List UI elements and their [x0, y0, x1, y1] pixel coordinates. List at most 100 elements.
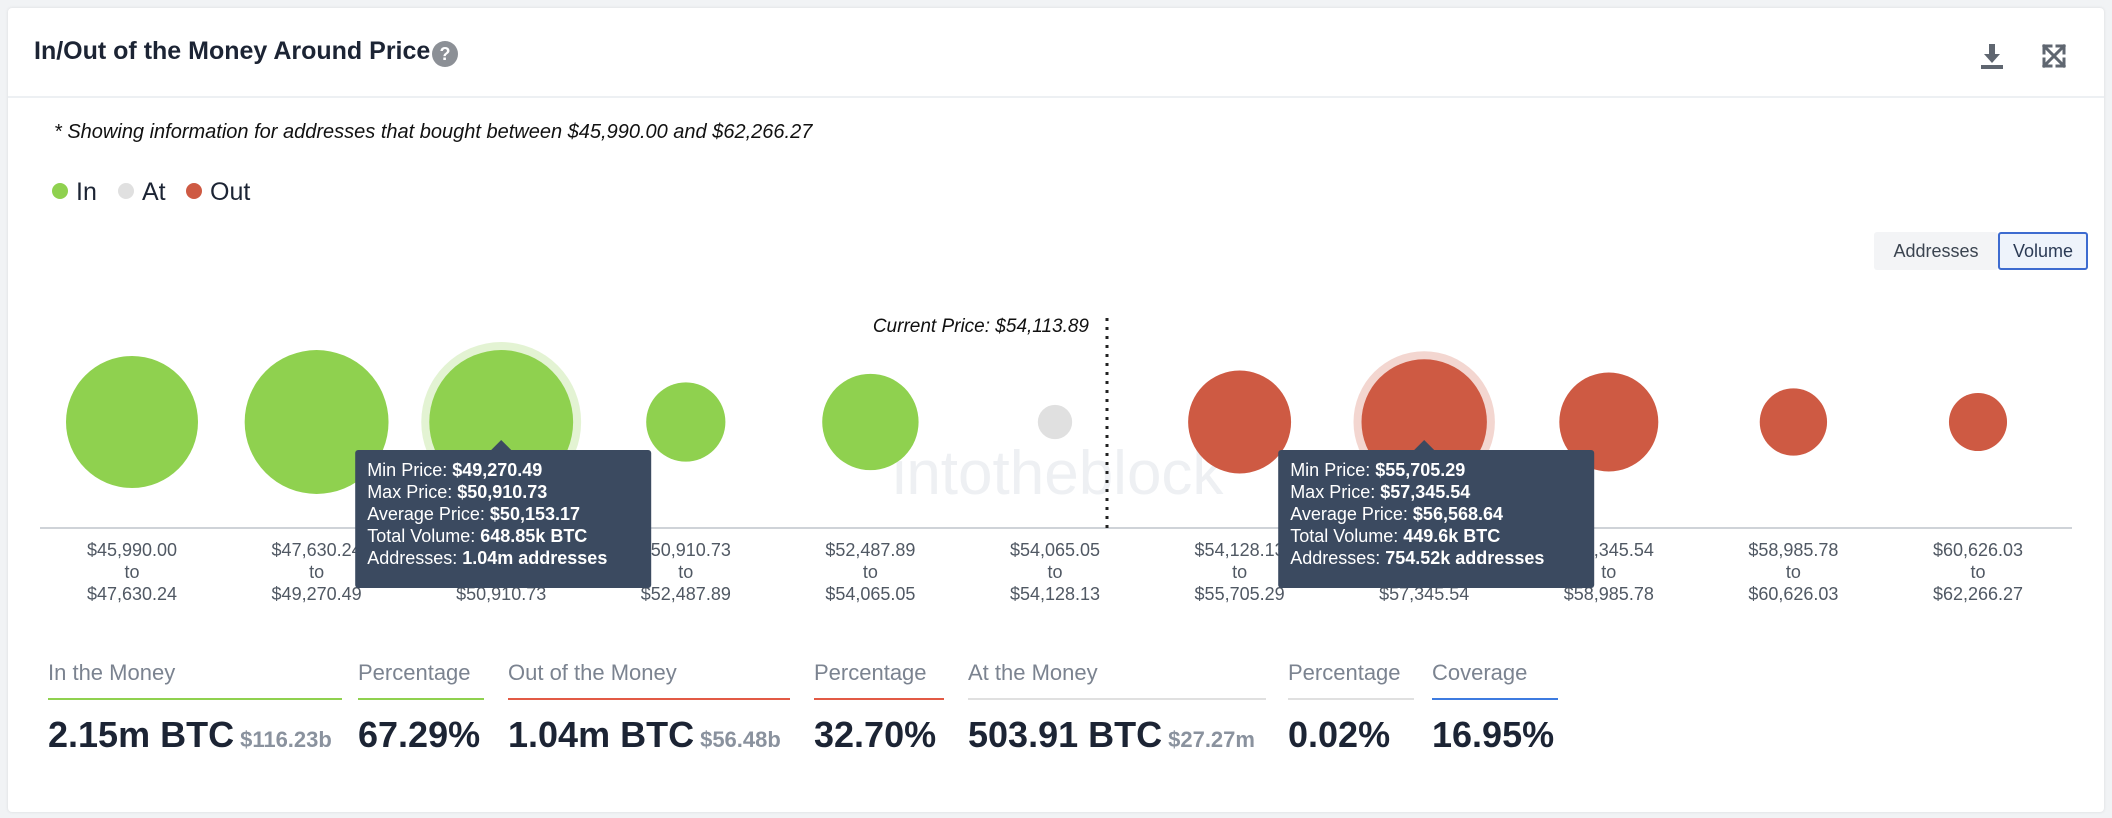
tooltip-row: Max Price: $50,910.73: [367, 482, 547, 502]
legend-item-at[interactable]: At: [118, 178, 166, 207]
tooltip-box: [1278, 450, 1595, 588]
tick-label: $49,270.49: [272, 584, 362, 604]
legend-label-out: Out: [210, 178, 251, 206]
stat-sub-value: $116.23b: [240, 727, 332, 752]
stat-value-text: 2.15m BTC: [48, 714, 235, 755]
tick-label: $57,345.54: [1379, 584, 1469, 604]
tick-label: to: [1786, 562, 1801, 582]
stat-sub-value: $27.27m: [1168, 727, 1255, 752]
tooltip-row: Min Price: $55,705.29: [1290, 460, 1465, 480]
question-icon[interactable]: ?: [432, 41, 458, 67]
tick-label: to: [678, 562, 693, 582]
tooltip-box: [355, 450, 652, 588]
tick-label: $50,910.73: [641, 540, 731, 560]
tick-label: $50,910.73: [456, 584, 546, 604]
range-note: * Showing information for addresses that…: [54, 121, 813, 143]
current-price-label: Current Price: $54,113.89: [873, 316, 1090, 337]
tick-label: $62,266.27: [1933, 584, 2023, 604]
stat-label: In the Money: [48, 660, 176, 685]
tick-label: $52,487.89: [825, 540, 915, 560]
tick-label: to: [124, 562, 139, 582]
download-icon[interactable]: [1976, 40, 2008, 72]
stat-underline: [1288, 698, 1414, 700]
stat-coverage: Coverage 16.95%: [1432, 660, 1558, 756]
tick-label: $58,985.78: [1564, 584, 1654, 604]
stat-at-percentage: Percentage 0.02%: [1288, 660, 1414, 756]
stat-underline: [358, 698, 484, 700]
stat-underline: [814, 698, 944, 700]
stat-value: 16.95%: [1432, 714, 1555, 755]
legend-item-out[interactable]: Out: [186, 178, 250, 207]
bubble-out[interactable]: [1559, 372, 1659, 472]
tick-label: $60,626.03: [1933, 540, 2023, 560]
stat-value: 32.70%: [814, 714, 937, 755]
stat-value: 2.15m BTC $116.23b: [48, 714, 342, 756]
bubble-out[interactable]: [1948, 392, 2008, 452]
tick-label: $55,705.29: [1195, 584, 1285, 604]
tick-label: $54,065.05: [825, 584, 915, 604]
legend-dot-out: [186, 183, 202, 200]
legend-label-at: At: [142, 178, 166, 206]
legend-item-in[interactable]: In: [52, 178, 97, 207]
tick-label: $47,630.24: [272, 540, 362, 560]
stat-value: 503.91 BTC $27.27m: [968, 714, 1266, 756]
tick-label: $60,626.03: [1748, 584, 1838, 604]
tooltip-row: Addresses: 754.52k addresses: [1290, 548, 1544, 568]
watermark-text: intotheblock: [893, 439, 1225, 508]
bubble-out[interactable]: [1188, 370, 1292, 474]
stat-sub-value: $56.48b: [700, 727, 781, 752]
tick-label: $54,128.13: [1195, 540, 1285, 560]
bubble-out[interactable]: [1759, 388, 1828, 456]
stat-value: 1.04m BTC $56.48b: [508, 714, 790, 756]
stat-in-the-money: In the Money 2.15m BTC $116.23b: [48, 660, 342, 756]
expand-icon[interactable]: [2038, 40, 2070, 72]
stat-label: At the Money: [968, 660, 1098, 685]
bubble-chart: intotheblock Current Price: $54,113.89 $45…: [40, 316, 2072, 604]
legend-label-in: In: [76, 178, 97, 206]
stat-value: 67.29%: [358, 714, 481, 755]
page-title: In/Out of the Money Around Price: [34, 37, 431, 65]
tick-label: to: [1232, 562, 1247, 582]
tick-label: to: [1047, 562, 1062, 582]
addresses-toggle-button[interactable]: Addresses: [1874, 232, 1998, 270]
tick-label: to: [309, 562, 324, 582]
chart-card: In/Out of the Money Around Price ? * Sho…: [8, 8, 2104, 812]
stat-label: Coverage: [1432, 660, 1528, 685]
tick-label: to: [1970, 562, 1985, 582]
tooltip-row: Min Price: $49,270.49: [367, 460, 542, 480]
stat-in-percentage: Percentage 67.29%: [358, 660, 484, 756]
stat-label: Percentage: [814, 660, 927, 685]
tooltip-row: Addresses: 1.04m addresses: [367, 548, 607, 568]
stat-underline: [1432, 698, 1558, 700]
tooltip-row: Total Volume: 449.6k BTC: [1290, 526, 1500, 546]
bubble-in[interactable]: [822, 373, 919, 471]
tick-label: $58,985.78: [1748, 540, 1838, 560]
tick-label: $54,065.05: [1010, 540, 1100, 560]
volume-toggle-button[interactable]: Volume: [1998, 232, 2088, 270]
stat-value-text: 503.91 BTC: [968, 714, 1163, 755]
bubble-in[interactable]: [66, 356, 198, 488]
bubble-at[interactable]: [1037, 404, 1073, 440]
tooltip-row: Average Price: $56,568.64: [1290, 504, 1503, 524]
tick-label: $47,630.24: [87, 584, 177, 604]
stat-out-of-the-money: Out of the Money 1.04m BTC $56.48b: [508, 660, 790, 756]
tick-label: to: [1601, 562, 1616, 582]
tick-label: $45,990.00: [87, 540, 177, 560]
stat-out-percentage: Percentage 32.70%: [814, 660, 944, 756]
tick-label: $52,487.89: [641, 584, 731, 604]
stat-underline: [508, 698, 790, 700]
tooltip-row: Average Price: $50,153.17: [367, 504, 580, 524]
tick-label: to: [863, 562, 878, 582]
stat-underline: [48, 698, 342, 700]
stat-label: Percentage: [358, 660, 471, 685]
legend-dot-at: [118, 183, 134, 200]
card-header: In/Out of the Money Around Price ?: [8, 8, 2104, 98]
bubble-in[interactable]: [244, 350, 389, 494]
legend-dot-in: [52, 183, 68, 200]
stat-at-the-money: At the Money 503.91 BTC $27.27m: [968, 660, 1266, 756]
tick-label: $54,128.13: [1010, 584, 1100, 604]
tooltip-pointer: [491, 440, 512, 450]
tooltip-row: Total Volume: 648.85k BTC: [367, 526, 587, 546]
bubble-in[interactable]: [646, 382, 726, 462]
stat-label: Percentage: [1288, 660, 1401, 685]
